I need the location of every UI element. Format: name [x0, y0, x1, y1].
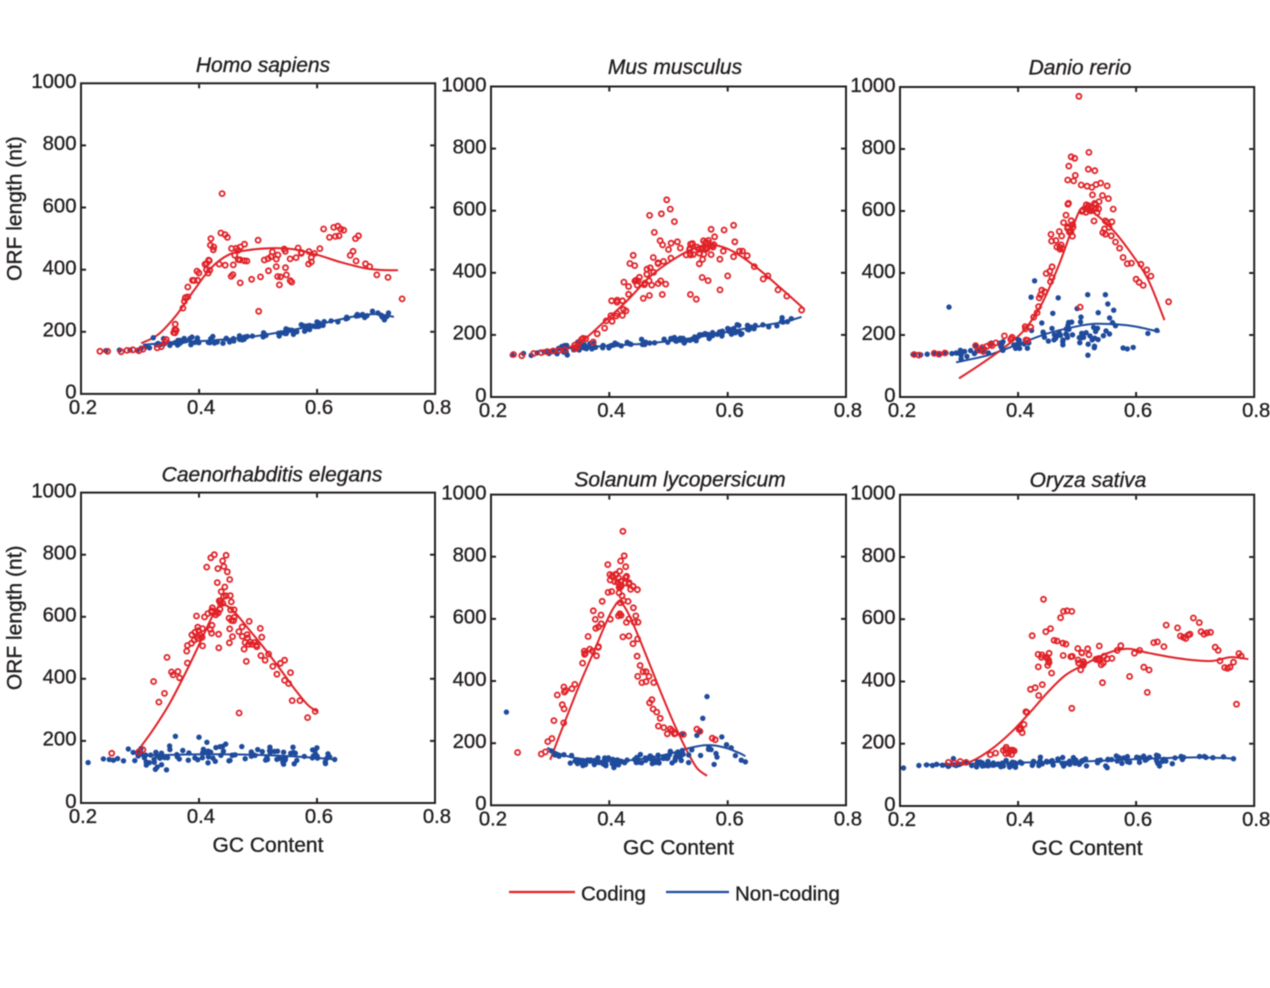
svg-text:0.4: 0.4: [1006, 400, 1034, 422]
svg-text:Solanum lycopersicum: Solanum lycopersicum: [574, 468, 785, 491]
svg-text:0.8: 0.8: [834, 400, 862, 422]
svg-text:1000: 1000: [850, 483, 895, 505]
svg-text:0.6: 0.6: [1124, 400, 1152, 422]
svg-text:1000: 1000: [31, 71, 76, 93]
svg-text:0.6: 0.6: [1124, 809, 1152, 831]
svg-text:0.2: 0.2: [888, 809, 916, 831]
svg-text:0.8: 0.8: [423, 806, 451, 828]
svg-text:200: 200: [43, 729, 77, 751]
svg-text:0.4: 0.4: [187, 806, 215, 828]
svg-text:0: 0: [475, 385, 486, 407]
svg-text:600: 600: [453, 199, 487, 221]
svg-text:GC Content: GC Content: [623, 836, 734, 859]
svg-text:400: 400: [453, 261, 487, 283]
svg-text:0.4: 0.4: [187, 397, 215, 419]
svg-text:0.8: 0.8: [1242, 400, 1270, 422]
svg-text:400: 400: [43, 258, 77, 280]
svg-text:0.6: 0.6: [305, 397, 333, 419]
svg-text:200: 200: [862, 323, 896, 345]
svg-text:800: 800: [453, 545, 487, 567]
svg-text:0.8: 0.8: [834, 808, 862, 830]
svg-text:400: 400: [453, 669, 487, 691]
svg-text:1000: 1000: [441, 74, 486, 96]
svg-text:0.4: 0.4: [1006, 809, 1034, 831]
svg-text:600: 600: [453, 607, 487, 629]
svg-text:800: 800: [43, 133, 77, 155]
svg-text:0: 0: [884, 385, 895, 407]
svg-text:800: 800: [43, 543, 77, 565]
svg-text:0.2: 0.2: [69, 806, 97, 828]
svg-text:0.6: 0.6: [716, 808, 744, 830]
svg-text:0.2: 0.2: [69, 397, 97, 419]
svg-text:400: 400: [862, 669, 896, 691]
svg-text:Danio rerio: Danio rerio: [1029, 57, 1132, 80]
svg-text:200: 200: [453, 731, 487, 753]
svg-text:200: 200: [453, 323, 487, 345]
svg-text:1000: 1000: [850, 75, 895, 97]
svg-text:400: 400: [43, 667, 77, 689]
svg-text:400: 400: [862, 261, 896, 283]
svg-text:600: 600: [43, 195, 77, 217]
svg-text:0.8: 0.8: [1242, 809, 1270, 831]
svg-text:0: 0: [65, 382, 76, 404]
svg-text:0.8: 0.8: [423, 397, 451, 419]
svg-text:Coding: Coding: [581, 882, 646, 905]
svg-text:0: 0: [65, 791, 76, 813]
svg-text:0.2: 0.2: [888, 400, 916, 422]
svg-text:Non-coding: Non-coding: [735, 882, 840, 905]
svg-text:800: 800: [453, 136, 487, 158]
svg-text:0.4: 0.4: [597, 808, 625, 830]
svg-text:Oryza sativa: Oryza sativa: [1030, 469, 1147, 492]
svg-text:GC Content: GC Content: [213, 834, 324, 857]
svg-text:ORF length (nt): ORF length (nt): [4, 136, 27, 281]
svg-text:200: 200: [862, 732, 896, 754]
svg-text:800: 800: [862, 137, 896, 159]
svg-text:0.4: 0.4: [597, 400, 625, 422]
svg-text:Mus musculus: Mus musculus: [608, 56, 743, 79]
svg-text:0: 0: [884, 794, 895, 816]
svg-text:600: 600: [862, 199, 896, 221]
svg-text:0.2: 0.2: [479, 808, 507, 830]
svg-text:0: 0: [475, 793, 486, 815]
svg-text:0.6: 0.6: [716, 400, 744, 422]
svg-text:0.6: 0.6: [305, 806, 333, 828]
svg-text:Homo sapiens: Homo sapiens: [196, 54, 331, 77]
svg-text:600: 600: [862, 607, 896, 629]
svg-text:GC Content: GC Content: [1032, 837, 1143, 860]
svg-text:600: 600: [43, 605, 77, 627]
svg-text:Caenorhabditis elegans: Caenorhabditis elegans: [162, 464, 383, 487]
svg-text:1000: 1000: [31, 480, 76, 502]
svg-text:800: 800: [862, 545, 896, 567]
svg-text:0.2: 0.2: [479, 400, 507, 422]
svg-text:ORF length (nt): ORF length (nt): [4, 545, 27, 690]
svg-text:1000: 1000: [441, 482, 486, 504]
svg-text:200: 200: [43, 320, 77, 342]
